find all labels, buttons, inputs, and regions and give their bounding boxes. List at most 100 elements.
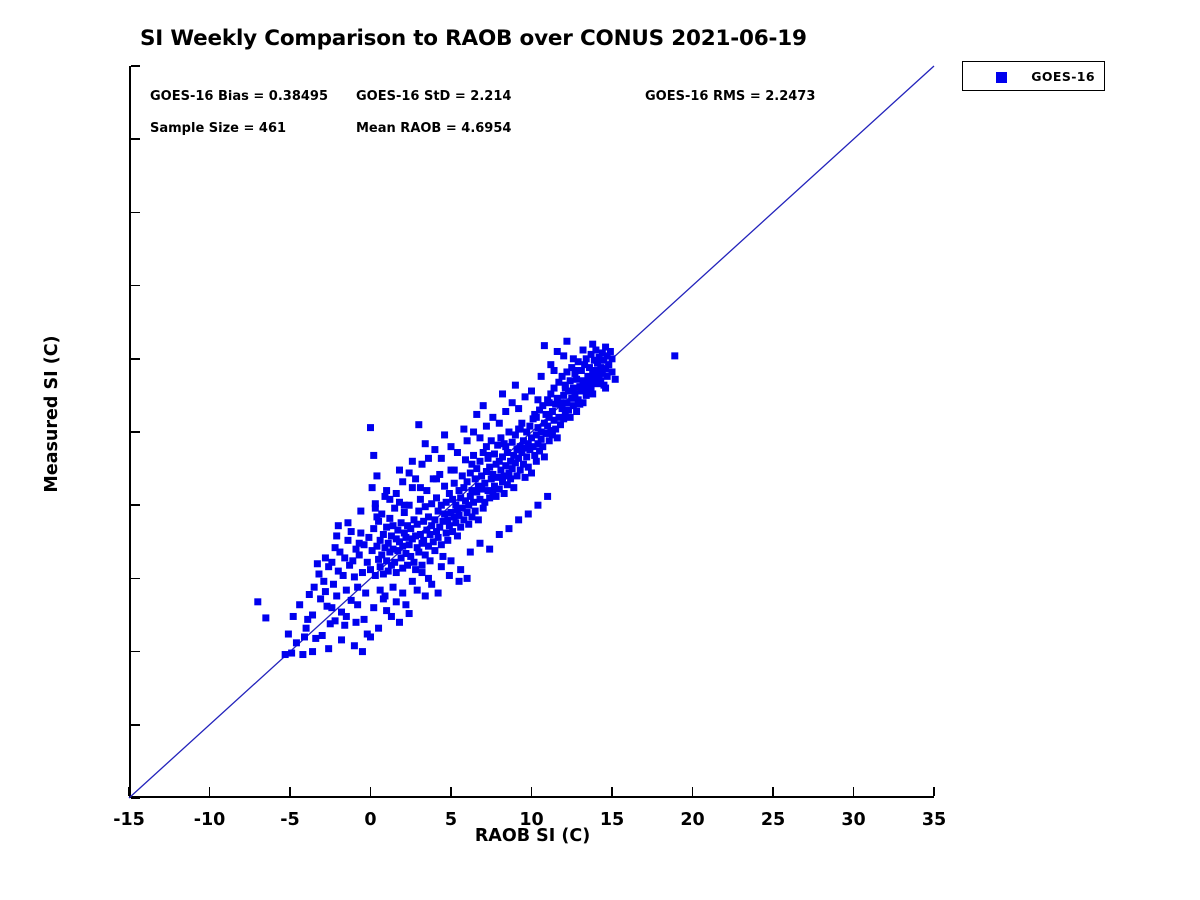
data-point <box>568 364 576 372</box>
data-point <box>254 598 262 606</box>
data-point <box>352 618 360 626</box>
data-point <box>510 451 518 459</box>
data-point <box>392 569 400 577</box>
data-point <box>611 375 619 383</box>
data-point <box>305 591 313 599</box>
data-point <box>394 526 402 534</box>
data-point <box>479 504 487 512</box>
data-point <box>386 495 394 503</box>
data-point <box>589 390 597 398</box>
y-tick <box>131 284 140 287</box>
data-point <box>582 355 590 363</box>
data-point <box>376 563 384 571</box>
data-point <box>503 481 511 489</box>
data-point <box>532 431 540 439</box>
data-point <box>521 444 529 452</box>
data-point <box>431 547 439 555</box>
x-tick-label: -5 <box>280 810 300 830</box>
x-tick-label: 35 <box>921 810 947 830</box>
data-point <box>418 561 426 569</box>
data-point <box>499 453 507 461</box>
data-point <box>466 492 474 500</box>
data-point <box>465 501 473 509</box>
data-point <box>494 473 502 481</box>
data-point <box>302 624 310 632</box>
data-point <box>513 472 521 480</box>
data-point <box>423 487 431 495</box>
data-point <box>569 384 577 392</box>
data-point <box>397 554 405 562</box>
x-tick-label: 20 <box>680 810 705 830</box>
data-point <box>539 443 547 451</box>
data-point <box>357 529 365 537</box>
data-point <box>389 522 397 530</box>
data-point <box>375 517 383 525</box>
data-point <box>484 487 492 495</box>
x-tick <box>208 787 211 796</box>
data-point <box>486 545 494 553</box>
data-point <box>526 422 534 430</box>
data-point <box>344 519 352 527</box>
data-point <box>556 421 564 429</box>
data-point <box>371 500 379 508</box>
data-point <box>405 610 413 618</box>
data-point <box>347 596 355 604</box>
data-point <box>552 400 560 408</box>
x-tick-label: 5 <box>444 810 458 830</box>
data-point <box>436 523 444 531</box>
data-point <box>671 352 679 360</box>
data-point <box>577 387 585 395</box>
data-point <box>558 372 566 380</box>
data-point <box>441 482 449 490</box>
data-point <box>323 602 331 610</box>
data-point <box>424 454 432 462</box>
data-point <box>474 516 482 524</box>
data-point <box>540 342 548 350</box>
data-point <box>381 492 389 500</box>
data-point <box>299 651 307 659</box>
data-point <box>603 372 611 380</box>
data-point <box>497 466 505 474</box>
data-point <box>528 434 535 442</box>
data-point <box>424 542 432 550</box>
data-point <box>420 536 428 544</box>
data-point <box>402 601 410 609</box>
data-point <box>521 473 529 481</box>
data-point <box>442 498 450 506</box>
x-tick <box>289 787 291 796</box>
data-point <box>523 453 531 461</box>
data-point <box>395 466 403 474</box>
data-point <box>445 522 453 530</box>
data-point <box>420 517 428 525</box>
data-point <box>441 510 449 518</box>
data-point <box>576 383 584 391</box>
data-point <box>354 583 362 591</box>
data-point <box>598 349 606 357</box>
page-title: SI Weekly Comparison to RAOB over CONUS … <box>140 26 807 51</box>
data-point <box>579 346 587 354</box>
data-point <box>553 434 561 442</box>
data-point <box>602 384 610 392</box>
data-point <box>428 580 436 588</box>
data-point <box>434 589 442 597</box>
data-point <box>505 525 513 533</box>
data-point <box>439 552 447 560</box>
data-point <box>524 463 532 471</box>
data-point <box>437 541 445 549</box>
data-point <box>529 443 537 451</box>
data-point <box>560 415 568 423</box>
x-tick-label: -10 <box>193 810 226 830</box>
x-tick-label: 30 <box>841 810 866 830</box>
data-point <box>597 364 605 372</box>
data-point <box>383 607 391 615</box>
x-tick <box>369 787 372 796</box>
data-point <box>334 522 342 530</box>
legend: GOES-16 <box>962 61 1105 91</box>
data-point <box>494 441 502 449</box>
data-point <box>391 558 399 566</box>
x-tick <box>933 787 935 796</box>
data-point <box>412 475 420 483</box>
data-point <box>405 541 413 549</box>
data-point <box>424 513 432 521</box>
data-point <box>341 554 349 562</box>
